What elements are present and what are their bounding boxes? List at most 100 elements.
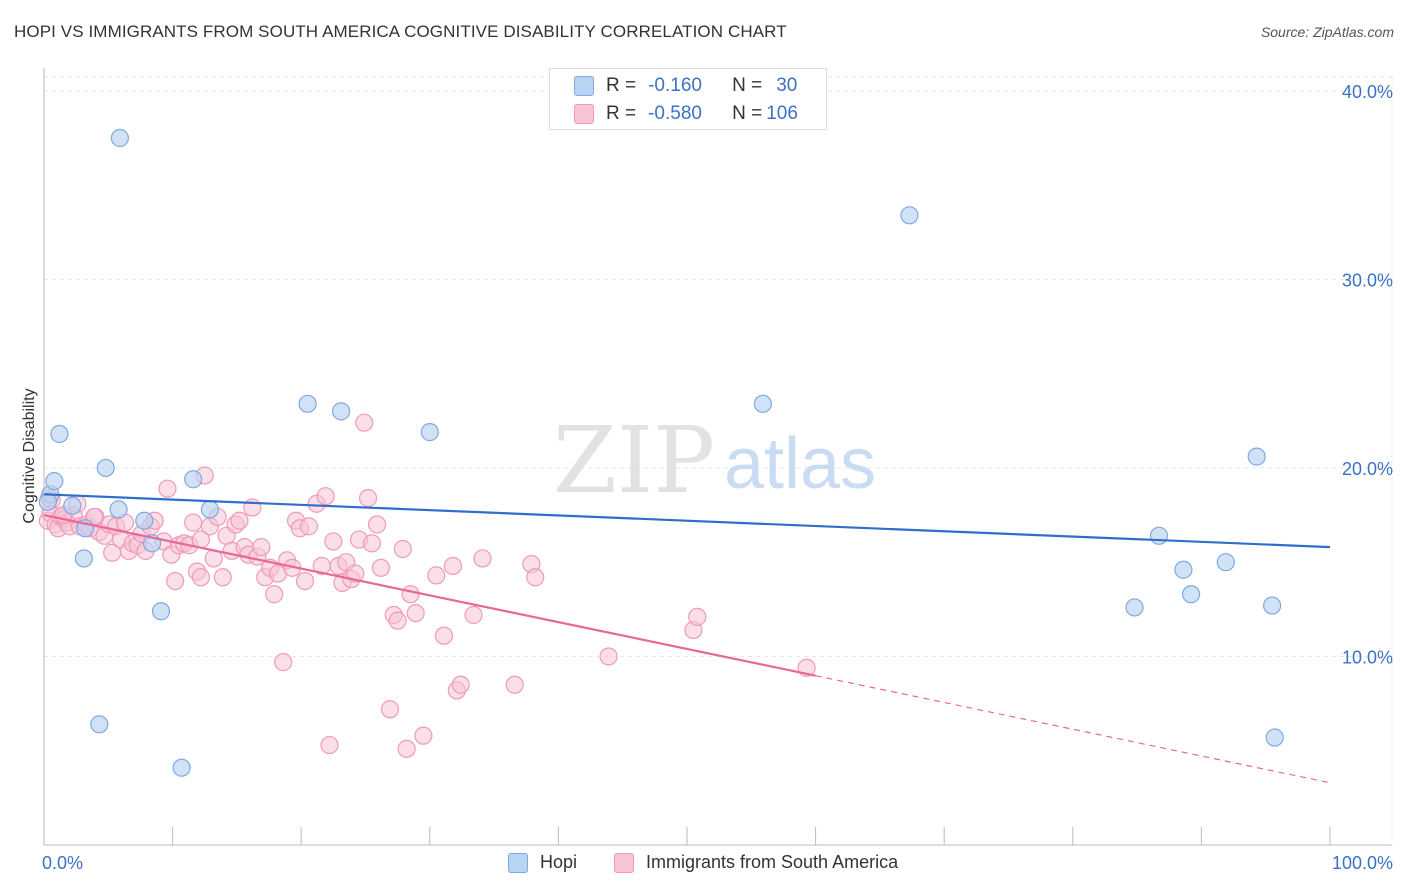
watermark-zip: ZIP xyxy=(553,407,715,514)
chart-title: HOPI VS IMMIGRANTS FROM SOUTH AMERICA CO… xyxy=(14,22,787,41)
x-tick-label: 100.0% xyxy=(1332,853,1393,873)
immigrants-point xyxy=(688,607,707,626)
immigrants-point xyxy=(265,585,284,604)
immigrants-point xyxy=(464,605,483,625)
immigrants-point xyxy=(397,739,416,758)
immigrants-point xyxy=(316,487,335,506)
y-tick-label: 40.0% xyxy=(1342,82,1393,102)
hopi-trend-line xyxy=(43,493,1331,549)
hopi-point xyxy=(135,511,154,530)
hopi-point xyxy=(38,492,57,511)
legend-item-immigrants: Immigrants from South America xyxy=(614,852,898,873)
hopi-point xyxy=(298,394,317,413)
axes xyxy=(43,68,1392,846)
immigrants-point xyxy=(393,539,412,559)
hopi-point xyxy=(151,602,171,621)
legend-n-label: N = xyxy=(732,103,763,124)
immigrants-point xyxy=(158,479,177,498)
hopi-point xyxy=(184,470,203,489)
hopi-point xyxy=(63,496,82,515)
immigrants-point xyxy=(401,585,420,604)
hopi-point xyxy=(1174,560,1193,579)
legend-label-hopi: Hopi xyxy=(540,852,578,872)
immigrants-point xyxy=(346,564,365,583)
immigrants-point xyxy=(526,568,545,587)
y-tick-label: 20.0% xyxy=(1342,459,1393,479)
immigrants-swatch xyxy=(574,104,594,124)
immigrants-point xyxy=(230,511,249,530)
legend-r-label: R = xyxy=(606,75,637,96)
y-axis-label: Cognitive Disability xyxy=(21,388,38,523)
immigrants-point xyxy=(295,571,315,591)
zipatlas-watermark: ZIP atlas xyxy=(553,407,876,514)
hopi-point xyxy=(200,500,219,519)
hopi-point xyxy=(50,424,69,444)
hopi-swatch xyxy=(508,852,528,873)
legend-row-hopi: R = -0.160 N = 30 xyxy=(574,73,797,99)
hopi-point xyxy=(753,394,772,413)
immigrants-point xyxy=(166,571,185,591)
correlation-legend: R = -0.160 N = 30 R = -0.580 N = 106 xyxy=(549,68,827,130)
immigrants-swatch xyxy=(614,852,634,873)
hopi-point xyxy=(1149,526,1169,545)
legend-n-label: N = xyxy=(732,75,763,96)
immigrants-trend-line xyxy=(43,513,816,677)
hopi-point xyxy=(109,500,128,519)
legend-item-hopi: Hopi xyxy=(508,852,577,873)
hopi-point xyxy=(96,458,115,478)
legend-row-immigrants: R = -0.580 N = 106 xyxy=(574,101,798,127)
immigrants-point xyxy=(434,626,454,645)
hopi-point xyxy=(74,549,93,568)
y-tick-label: 10.0% xyxy=(1342,647,1393,667)
hopi-point xyxy=(172,758,191,777)
series-legend: Hopi Immigrants from South America xyxy=(0,852,1406,878)
hopi-point xyxy=(1247,447,1266,466)
hopi-point xyxy=(90,715,109,734)
legend-n-value: 106 xyxy=(766,103,798,124)
hopi-swatch xyxy=(574,76,594,96)
immigrants-point xyxy=(362,534,382,553)
immigrants-point xyxy=(451,675,470,694)
hopi-point xyxy=(1216,553,1235,572)
trend-lines xyxy=(43,493,1331,784)
hopi-point xyxy=(1265,728,1284,747)
immigrants-point xyxy=(427,566,446,585)
immigrants-trend-extension xyxy=(815,675,1331,784)
hopi-point xyxy=(331,402,351,421)
immigrants-point xyxy=(367,515,387,534)
immigrants-point xyxy=(355,413,374,432)
immigrants-point xyxy=(388,611,407,630)
immigrants-point xyxy=(380,700,400,719)
immigrants-point xyxy=(443,556,463,576)
tick-labels: 10.0% 20.0% 30.0% 40.0% 0.0% 100.0% xyxy=(42,82,1393,873)
source-label: Source: ZipAtlas.com xyxy=(1260,24,1394,40)
hopi-point xyxy=(1182,585,1201,604)
hopi-point xyxy=(110,128,129,148)
immigrants-point xyxy=(191,568,210,587)
immigrants-point xyxy=(213,568,232,587)
hopi-point xyxy=(45,472,64,491)
legend-r-value: -0.580 xyxy=(648,103,702,124)
immigrants-point xyxy=(252,538,271,557)
immigrants-point xyxy=(414,726,433,745)
legend-r-label: R = xyxy=(606,103,637,124)
immigrants-point xyxy=(406,603,425,623)
hopi-point xyxy=(1263,596,1282,615)
immigrants-point xyxy=(358,488,378,508)
immigrants-point xyxy=(320,735,339,755)
hopi-point xyxy=(900,206,919,225)
hopi-point xyxy=(1125,598,1144,617)
gridlines xyxy=(44,76,1393,845)
legend-label-immigrants: Immigrants from South America xyxy=(646,852,899,872)
immigrants-point xyxy=(324,532,343,551)
hopi-points xyxy=(38,128,1284,777)
hopi-point xyxy=(420,423,439,442)
y-tick-label: 30.0% xyxy=(1342,270,1393,290)
legend-n-value: 30 xyxy=(776,75,798,96)
immigrants-point xyxy=(184,513,203,532)
immigrants-point xyxy=(274,653,293,672)
watermark-atlas: atlas xyxy=(724,424,876,504)
immigrants-point xyxy=(299,517,319,536)
immigrants-point xyxy=(505,675,524,694)
